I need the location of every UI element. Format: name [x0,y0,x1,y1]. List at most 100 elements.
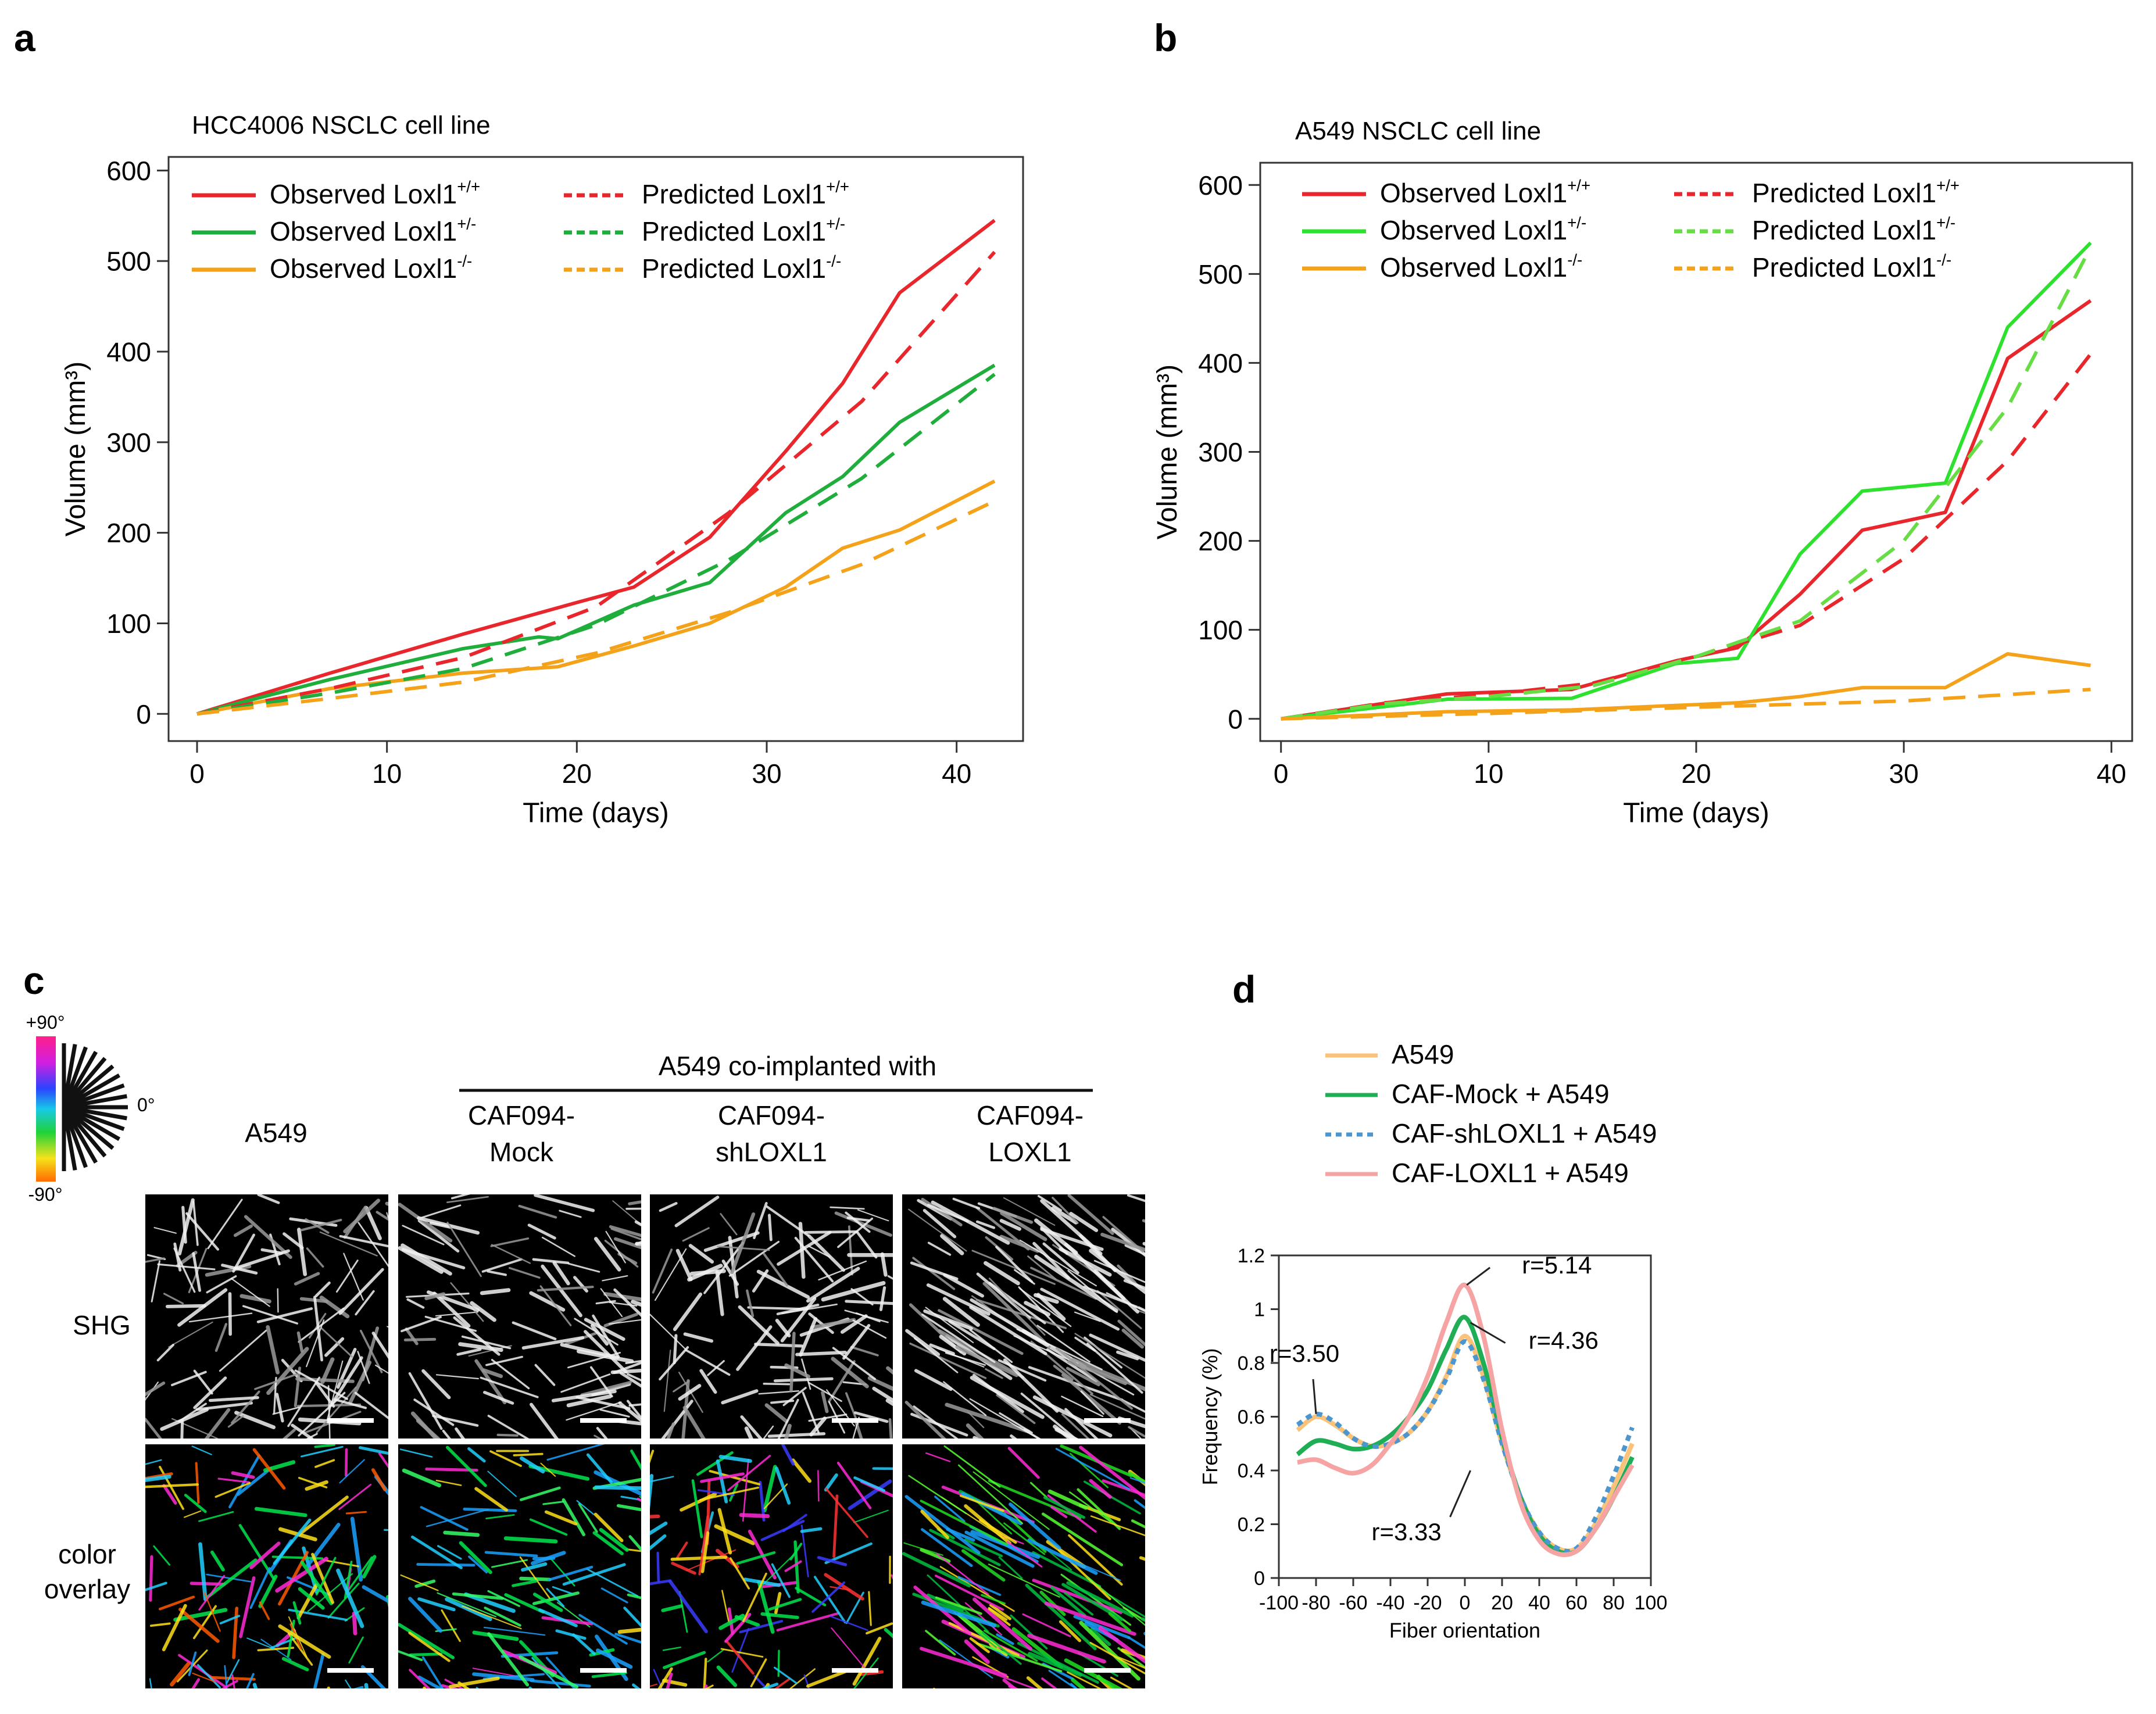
fiber [1052,1197,1079,1224]
fiber [227,1415,244,1428]
chart-d: -100 -80 -60 -40 -20 0 20 40 60 80 100 0 0.2 0.4 0.6 0.… [1198,1039,1667,1642]
fiber [546,1588,565,1607]
fiber [1040,1287,1120,1331]
fiber [455,1427,466,1439]
fiber [943,1381,987,1416]
fiber [1003,1197,1056,1226]
y-tick-label: 400 [1198,348,1243,378]
fiber [180,1419,184,1439]
fiber [491,1244,531,1264]
fiber [487,1270,507,1276]
fiber [1066,1581,1134,1618]
series-line [196,499,996,716]
fiber [1067,1671,1102,1688]
fiber [705,1684,708,1688]
fiber [921,1528,973,1568]
fiber [346,1556,373,1593]
fiber [720,1213,738,1236]
fiber [731,1627,750,1673]
fiber [738,1305,780,1346]
fiber [845,1211,871,1233]
row-overlay-l1: color [58,1539,116,1569]
fiber [512,1321,557,1340]
fiber [217,1477,251,1484]
fiber [459,1541,492,1575]
fiber [352,1611,357,1636]
fiber [680,1492,717,1512]
fiber [829,1206,865,1210]
fiber [1134,1499,1145,1509]
fiber [810,1318,856,1330]
fiber [670,1555,728,1561]
fiber [908,1475,967,1515]
fiber [729,1557,750,1590]
fiber [231,1674,235,1688]
fiber [578,1502,598,1533]
fiber [744,1426,753,1439]
fiber [162,1604,187,1652]
fiber [943,1445,1001,1488]
fiber [480,1288,511,1296]
fiber [777,1649,780,1677]
fiber [1069,1212,1099,1232]
fiber [923,1309,973,1330]
fiber [1139,1556,1145,1561]
fiber [320,1357,335,1384]
fiber [593,1485,641,1490]
fiber [1051,1206,1078,1225]
fiber [966,1423,984,1439]
fiber [721,1389,759,1405]
fiber [467,1447,486,1463]
x-tick-label: 20 [1681,758,1711,789]
fiber [632,1683,641,1688]
fiber [771,1563,791,1598]
fiber [504,1593,545,1614]
fiber [718,1613,745,1630]
color-overlay-image [650,1444,893,1688]
fiber [403,1337,437,1341]
fiber [685,1349,731,1376]
fiber [272,1406,300,1415]
fiber [532,1556,556,1561]
y-tick-label: 0.6 [1238,1407,1265,1429]
fiber [650,1579,672,1586]
x-tick-label: 0 [1274,758,1289,789]
fiber [803,1674,810,1688]
fiber [298,1307,345,1343]
fiber [149,1555,153,1602]
fiber [770,1399,795,1404]
fiber [254,1507,308,1518]
fiber [1074,1336,1096,1352]
fiber [628,1200,641,1205]
fiber [446,1222,482,1278]
fiber [540,1462,556,1477]
fiber [1019,1287,1072,1327]
fiber [720,1648,764,1658]
fiber [145,1397,147,1400]
y-tick-label: 0 [1254,1568,1265,1590]
fiber [1128,1426,1145,1438]
legend-label: Observed Loxl1+/- [1380,214,1586,245]
fiber [334,1398,367,1409]
fiber [417,1597,456,1612]
fiber [1128,1472,1145,1484]
fiber [355,1290,375,1316]
fiber [781,1444,795,1466]
fiber [257,1647,295,1652]
fiber [359,1446,388,1455]
fiber [300,1561,334,1605]
x-tick-label: -20 [1413,1592,1442,1614]
fiber [532,1258,570,1265]
fiber [763,1253,788,1287]
fiber [908,1208,967,1252]
fiber [219,1615,241,1624]
fiber [1090,1627,1111,1647]
fiber [357,1222,388,1268]
fiber [931,1200,1010,1245]
fiber [319,1231,378,1257]
fiber [562,1498,585,1537]
fiber [371,1468,387,1491]
fiber [821,1390,829,1414]
fiber [678,1384,702,1401]
